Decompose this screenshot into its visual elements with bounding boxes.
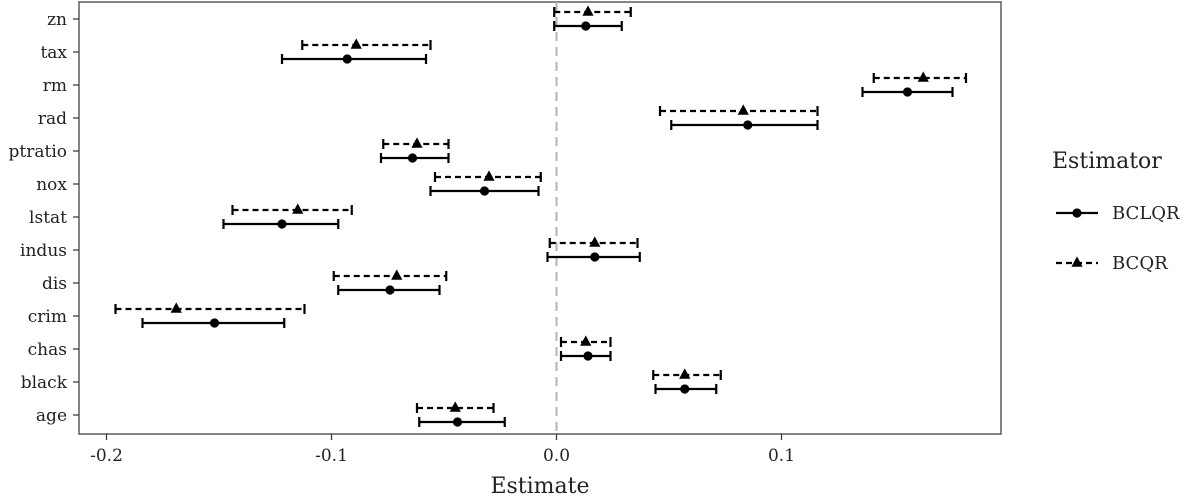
estimate-point-zn: [581, 21, 591, 31]
estimate-point-crim: [170, 302, 182, 313]
legend-key-triangle: [1071, 256, 1083, 267]
estimate-point-nox: [483, 170, 495, 181]
estimate-point-black: [679, 368, 691, 379]
y-tick-label: rm: [43, 76, 67, 96]
estimate-point-tax: [342, 54, 352, 64]
series-bcqr: [114, 5, 968, 413]
estimate-point-rad: [743, 120, 753, 130]
y-tick-label: black: [21, 373, 68, 393]
x-axis-title: Estimate: [490, 474, 589, 497]
legend-title: Estimator: [1052, 149, 1162, 174]
y-tick-label: nox: [36, 175, 67, 195]
estimate-point-nox: [479, 186, 490, 196]
estimate-point-rm: [902, 87, 913, 97]
y-tick-label: zn: [47, 10, 67, 30]
estimate-point-ptratio: [407, 153, 418, 163]
y-tick-label: indus: [20, 241, 67, 261]
x-tick-label: -0.2: [90, 446, 123, 466]
axes: -0.2 -0.1 0.0 0.1 zn tax rm rad ptratio nox lstat i…: [9, 10, 796, 497]
y-tick-label: age: [36, 406, 67, 426]
estimate-point-tax: [350, 38, 362, 49]
estimate-point-indus: [589, 236, 601, 247]
y-tick-label: rad: [38, 109, 67, 129]
y-tick-label: ptratio: [9, 142, 67, 162]
estimate-point-rad: [737, 104, 749, 115]
y-tick-label: crim: [28, 307, 67, 327]
estimate-point-dis: [385, 285, 395, 295]
plot-panel: [78, 1, 1002, 435]
y-tick-label: chas: [28, 340, 67, 360]
series-bclqr: [141, 21, 954, 427]
x-tick-label: 0.1: [768, 446, 795, 466]
legend-key-circle: [1072, 208, 1082, 218]
estimate-point-indus: [590, 252, 600, 262]
estimate-point-dis: [391, 269, 403, 280]
panel-border: [78, 1, 1002, 435]
estimate-point-chas: [583, 351, 593, 361]
legend-label: BCQR: [1112, 253, 1168, 274]
legend-label: BCLQR: [1112, 203, 1180, 224]
legend: Estimator BCLQR BCQR: [1052, 149, 1180, 274]
x-tick-label: 0.0: [543, 446, 570, 466]
y-tick-label: lstat: [29, 208, 67, 228]
estimate-point-ptratio: [411, 137, 423, 148]
estimate-point-age: [452, 417, 463, 427]
y-tick-label: dis: [42, 274, 67, 294]
estimate-point-black: [680, 384, 690, 394]
estimate-point-age: [449, 401, 461, 412]
estimate-point-lstat: [277, 219, 287, 229]
data-marks: [114, 5, 968, 427]
estimate-point-chas: [580, 335, 592, 346]
estimate-point-crim: [209, 318, 220, 328]
estimate-point-rm: [917, 71, 929, 82]
x-tick-label: -0.1: [315, 446, 348, 466]
estimate-point-lstat: [292, 203, 304, 214]
y-tick-label: tax: [40, 43, 67, 63]
estimate-point-zn: [582, 5, 594, 16]
